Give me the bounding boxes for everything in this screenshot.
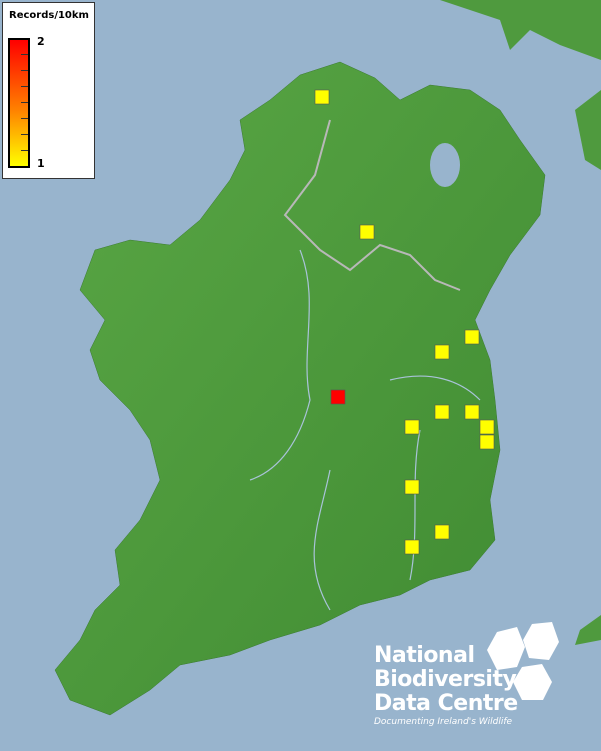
legend-max-label: 2 <box>37 35 45 48</box>
legend-tick <box>21 70 28 71</box>
record-square[interactable] <box>464 329 480 345</box>
logo-line2: Biodiversity <box>374 667 517 692</box>
legend-tick <box>21 102 28 103</box>
legend-color-scale <box>8 38 30 168</box>
border-line <box>283 119 461 291</box>
lough-neagh <box>430 143 460 187</box>
record-square[interactable] <box>404 539 420 555</box>
logo-hexagons-icon <box>487 622 559 700</box>
record-squares <box>314 89 495 555</box>
record-square[interactable] <box>330 389 346 405</box>
record-square[interactable] <box>404 479 420 495</box>
legend-tick <box>21 118 28 119</box>
logo-tagline: Documenting Ireland's Wildlife <box>374 717 513 727</box>
legend-title: Records/10km <box>9 10 89 21</box>
legend: Records/10km 2 1 <box>2 2 95 179</box>
wales-landmass <box>575 615 601 645</box>
record-square[interactable] <box>359 224 375 240</box>
ireland-landmass <box>54 61 546 716</box>
legend-tick <box>21 54 28 55</box>
record-square[interactable] <box>479 434 495 450</box>
logo-wordmark: National Biodiversity Data Centre <box>374 644 518 716</box>
rivers <box>249 249 481 611</box>
record-square[interactable] <box>314 89 330 105</box>
record-square[interactable] <box>464 404 480 420</box>
logo-line3: Data Centre <box>374 691 518 716</box>
legend-tick <box>21 134 28 135</box>
record-square[interactable] <box>404 419 420 435</box>
record-square[interactable] <box>434 524 450 540</box>
scotland-island <box>575 90 601 170</box>
record-square[interactable] <box>479 419 495 435</box>
record-square[interactable] <box>434 404 450 420</box>
legend-tick <box>21 150 28 151</box>
logo-line1: National <box>374 643 475 668</box>
legend-min-label: 1 <box>37 157 45 170</box>
record-square[interactable] <box>434 344 450 360</box>
legend-tick <box>21 86 28 87</box>
scotland-landmass <box>440 0 601 60</box>
